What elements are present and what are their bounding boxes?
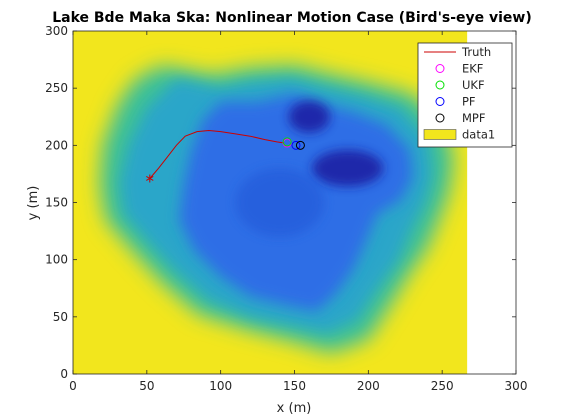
legend-ukf-label: UKF xyxy=(462,78,485,92)
x-tick-label: 0 xyxy=(69,379,77,393)
legend-pf-label: PF xyxy=(462,95,476,109)
legend-mpf-label: MPF xyxy=(462,111,485,125)
ukf-estimate-marker xyxy=(282,137,292,147)
truth-path xyxy=(149,129,285,179)
y-axis-label: y (m) xyxy=(26,186,41,221)
y-tick-label: 250 xyxy=(45,81,68,95)
estimate-markers xyxy=(282,137,305,150)
pf-estimate-marker xyxy=(291,140,301,150)
x-tick-label: 50 xyxy=(139,379,154,393)
legend-truth-label: Truth xyxy=(461,45,491,59)
deep-spot-center xyxy=(235,168,325,237)
legend-mpf-swatch xyxy=(435,113,445,123)
legend: Truth EKF UKF PF MPF data1 xyxy=(417,42,513,148)
x-axis-ticks: 0 50 100 150 200 250 300 xyxy=(69,31,527,393)
y-tick-label: 100 xyxy=(45,253,68,267)
y-tick-label: 300 xyxy=(45,24,68,38)
deep-spot-north xyxy=(288,100,330,133)
legend-ekf-swatch xyxy=(435,64,445,73)
y-tick-label: 150 xyxy=(45,196,68,210)
x-axis-label: x (m) xyxy=(277,401,312,416)
x-tick-label: 200 xyxy=(357,379,380,393)
y-tick-label: 0 xyxy=(60,367,68,381)
deep-spot-east xyxy=(312,149,384,187)
depth-surface xyxy=(73,31,468,374)
x-tick-label: 100 xyxy=(209,379,232,393)
legend-pf-swatch xyxy=(435,97,445,106)
start-marker xyxy=(146,174,154,183)
y-axis-ticks: 0 50 100 150 200 250 300 xyxy=(45,24,516,381)
y-tick-label: 50 xyxy=(53,310,68,324)
legend-ekf-label: EKF xyxy=(462,62,483,76)
mpf-estimate-marker xyxy=(295,140,305,150)
legend-ukf-swatch xyxy=(435,80,445,90)
legend-data1-swatch xyxy=(423,129,457,140)
chart-title: Lake Bde Maka Ska: Nonlinear Motion Case… xyxy=(52,10,532,26)
x-tick-label: 250 xyxy=(431,379,454,393)
y-tick-label: 200 xyxy=(45,138,68,152)
legend-data1-label: data1 xyxy=(462,128,495,142)
x-tick-label: 150 xyxy=(283,379,306,393)
x-tick-label: 300 xyxy=(505,379,528,393)
start-marker-stroke xyxy=(146,176,154,181)
